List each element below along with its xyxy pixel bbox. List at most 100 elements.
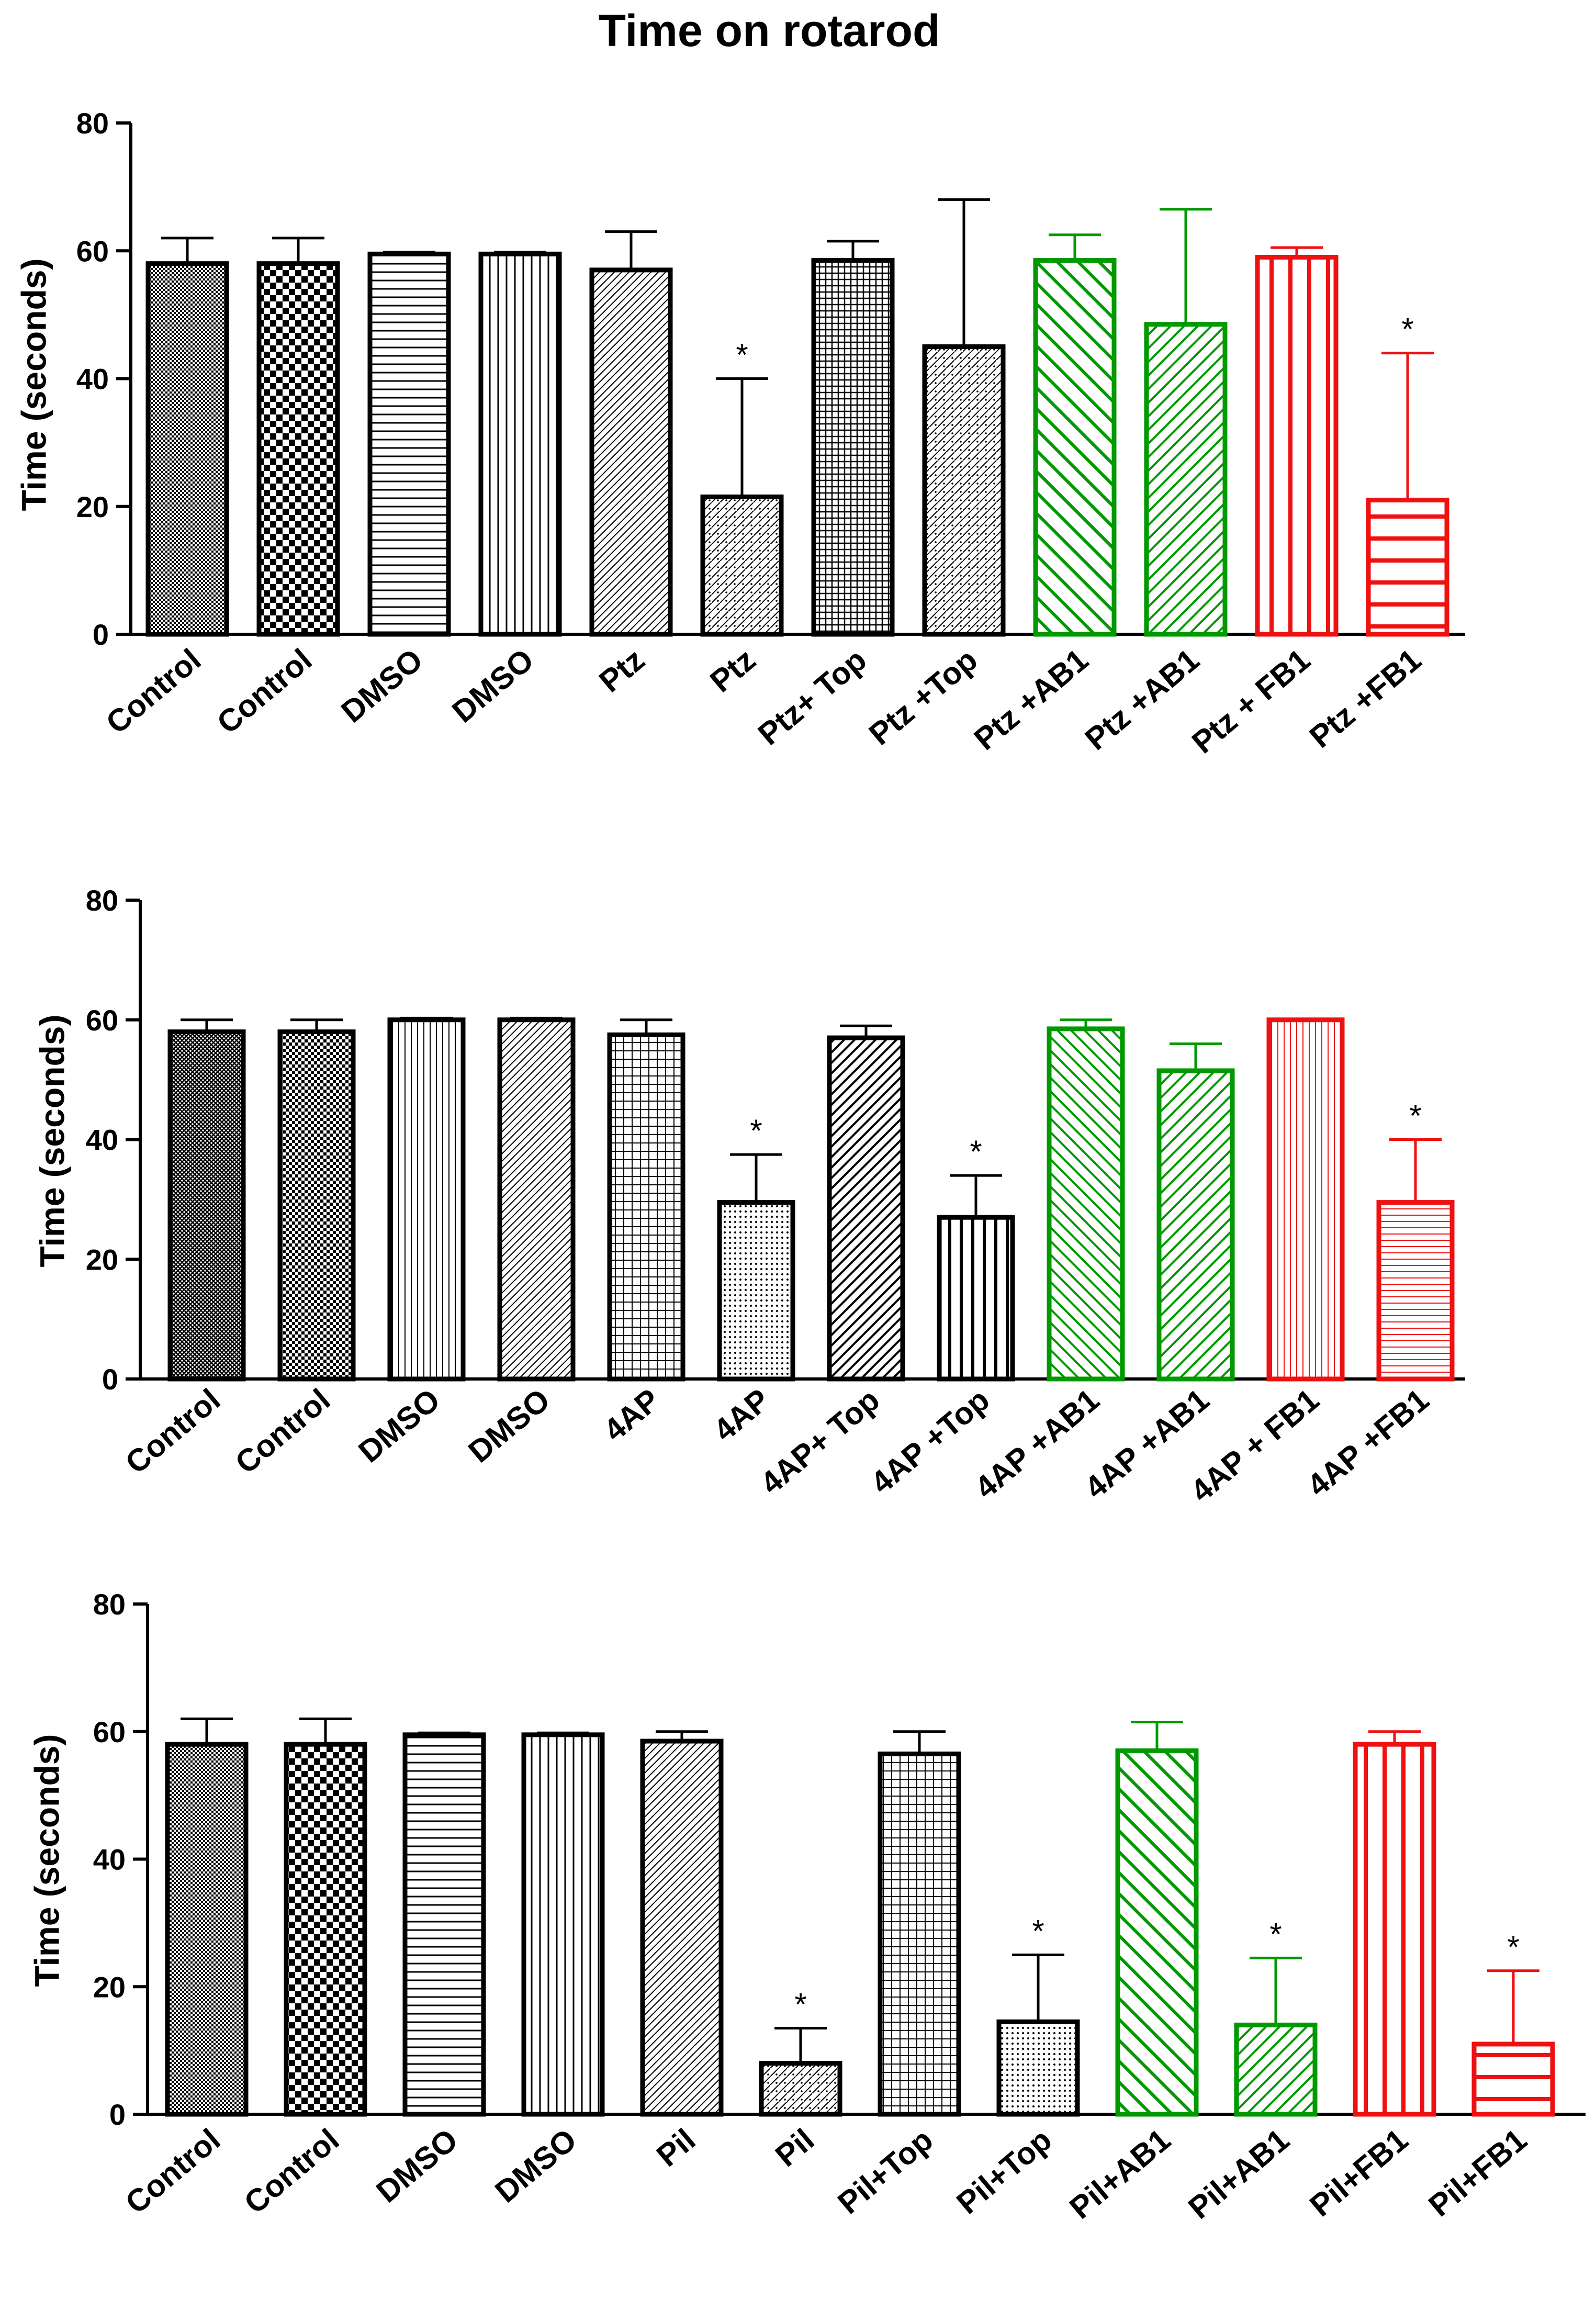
category-label: Pil+AB1 [1063, 2122, 1177, 2226]
y-tick-label: 20 [93, 1970, 126, 2003]
bar [478, 251, 562, 637]
bar [640, 1739, 724, 2117]
y-tick-label: 0 [102, 1363, 118, 1396]
category-label: DMSO [445, 642, 540, 730]
bar [717, 1200, 795, 1382]
bar [1353, 1742, 1436, 2117]
category-label: Pil+Top [831, 2122, 939, 2221]
y-axis-label: Time (seconds) [32, 1015, 71, 1268]
category-label: Pil [769, 2122, 821, 2173]
y-tick-label: 60 [93, 1715, 126, 1748]
bar [1366, 498, 1449, 637]
bar [1047, 1026, 1125, 1382]
significance-marker: * [1401, 312, 1413, 347]
category-label: 4AP+ Top [754, 1382, 886, 1501]
category-label: Ptz [703, 642, 762, 699]
category-label: Control [119, 1382, 227, 1481]
bar [700, 494, 784, 637]
category-label: DMSO [334, 642, 429, 730]
category-label: Ptz [592, 642, 651, 699]
y-tick-label: 0 [109, 2098, 126, 2131]
category-label: Ptz +AB1 [1078, 642, 1206, 757]
y-axis-label: Time (seconds) [27, 1734, 66, 1987]
bar [1234, 2022, 1318, 2117]
category-label: DMSO [352, 1382, 446, 1470]
bar [996, 2019, 1080, 2117]
bar [607, 1032, 685, 1382]
bar [284, 1742, 367, 2117]
bar [1156, 1068, 1235, 1382]
significance-marker: * [1507, 1930, 1519, 1965]
category-label: Control [99, 642, 207, 741]
y-axis-label: Time (seconds) [14, 259, 53, 511]
bar [878, 1751, 961, 2117]
significance-marker: * [1409, 1098, 1421, 1134]
category-label: 4AP [597, 1382, 666, 1448]
bar [811, 258, 895, 637]
bar [827, 1035, 905, 1382]
category-label: Ptz + FB1 [1185, 642, 1317, 760]
category-label: Control [119, 2122, 227, 2221]
bar [167, 1029, 246, 1382]
bar [1376, 1200, 1455, 1382]
y-tick-label: 80 [86, 884, 118, 917]
y-tick-label: 60 [76, 234, 109, 267]
category-label: 4AP [707, 1382, 776, 1448]
significance-marker: * [1032, 1913, 1044, 1948]
significance-marker: * [736, 338, 748, 373]
category-label: Control [238, 2122, 345, 2221]
category-label: Ptz +FB1 [1303, 642, 1428, 755]
y-tick-label: 40 [76, 363, 109, 396]
bar [402, 1732, 486, 2117]
category-label: Ptz +AB1 [968, 642, 1095, 757]
significance-marker: * [1269, 1916, 1282, 1952]
bar [367, 251, 451, 637]
significance-marker: * [750, 1113, 762, 1148]
bar [497, 1017, 576, 1382]
y-tick-label: 0 [93, 618, 109, 651]
bar [1144, 322, 1228, 637]
bar [277, 1029, 356, 1382]
category-label: DMSO [488, 2122, 583, 2210]
bar [759, 2061, 842, 2117]
category-label: Control [229, 1382, 336, 1481]
category-label: DMSO [462, 1382, 556, 1470]
bar [937, 1215, 1015, 1382]
category-label: Ptz +Top [862, 642, 984, 752]
bar [1471, 2042, 1555, 2117]
bar [165, 1742, 249, 2117]
chart-pil: Time (seconds) 0 20 40 60 80 Control Control DMS… [27, 1588, 1586, 2226]
category-label: Control [210, 642, 318, 741]
bar [1033, 258, 1117, 637]
category-label: Pil+Top [950, 2122, 1058, 2221]
bar [1266, 1017, 1345, 1382]
significance-marker: * [794, 1987, 806, 2022]
figure-title: Time on rotarod [598, 6, 940, 56]
bar [256, 261, 340, 637]
category-label: 4AP +FB1 [1300, 1382, 1435, 1504]
y-tick-label: 20 [76, 490, 109, 523]
category-label: Pil+AB1 [1182, 2122, 1296, 2226]
category-label: Pil+FB1 [1422, 2122, 1533, 2224]
y-tick-label: 20 [86, 1243, 118, 1276]
bar [589, 267, 673, 637]
category-label: Ptz+ Top [751, 642, 873, 752]
bar [521, 1732, 605, 2117]
bar [387, 1017, 466, 1382]
bar [922, 344, 1006, 637]
y-tick-label: 80 [76, 107, 109, 140]
category-label: Pil+FB1 [1303, 2122, 1414, 2224]
bar [145, 261, 229, 637]
significance-marker: * [970, 1134, 982, 1169]
category-label: DMSO [369, 2122, 464, 2210]
category-label: Pil [650, 2122, 702, 2173]
y-tick-label: 80 [93, 1588, 126, 1621]
y-tick-label: 60 [86, 1004, 118, 1037]
bar [1255, 254, 1339, 637]
y-tick-label: 40 [86, 1124, 118, 1157]
bar [1115, 1748, 1199, 2117]
y-tick-label: 40 [93, 1843, 126, 1876]
